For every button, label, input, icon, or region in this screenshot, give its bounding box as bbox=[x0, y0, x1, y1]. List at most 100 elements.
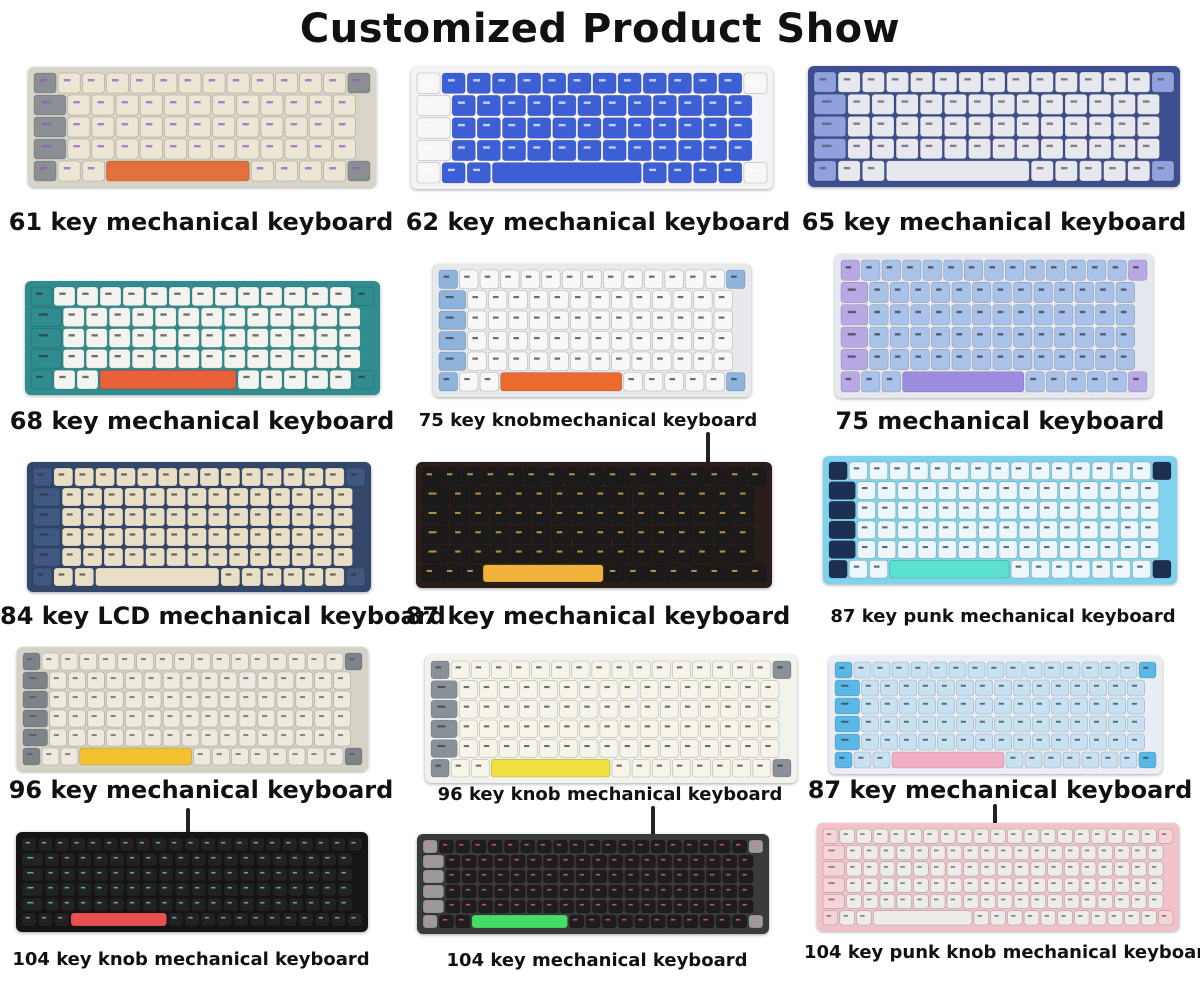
key-legend bbox=[514, 873, 519, 876]
key-legend bbox=[607, 275, 614, 278]
key-legend bbox=[194, 886, 200, 889]
keycap bbox=[541, 269, 561, 289]
keycap bbox=[145, 487, 165, 507]
keycap bbox=[869, 461, 889, 481]
key-legend bbox=[608, 101, 616, 104]
keycap bbox=[672, 331, 692, 351]
keycap bbox=[333, 116, 356, 138]
keycap bbox=[1128, 259, 1148, 281]
keycap bbox=[22, 747, 41, 766]
keycap bbox=[438, 372, 458, 392]
key-legend bbox=[205, 677, 211, 680]
keycap bbox=[445, 854, 461, 869]
keycap bbox=[1007, 910, 1023, 926]
keycap bbox=[552, 486, 572, 505]
keycap bbox=[869, 281, 889, 303]
key-legend bbox=[341, 856, 346, 859]
key-legend bbox=[243, 375, 250, 379]
keycap bbox=[1064, 861, 1080, 877]
keycap bbox=[689, 899, 705, 914]
keycap bbox=[590, 351, 610, 371]
keycap bbox=[625, 467, 645, 486]
keycap bbox=[706, 467, 726, 486]
key-legend bbox=[275, 493, 282, 496]
key-legend bbox=[597, 511, 604, 514]
keycap bbox=[106, 690, 124, 709]
keycap bbox=[62, 307, 85, 327]
keycap bbox=[848, 560, 868, 579]
key-legend bbox=[524, 843, 529, 846]
key-legend bbox=[777, 764, 783, 767]
keycap bbox=[181, 728, 200, 747]
keycap bbox=[740, 719, 760, 739]
keycap bbox=[1107, 828, 1124, 844]
key-legend bbox=[151, 292, 158, 295]
key-legend bbox=[492, 357, 499, 360]
key-legend bbox=[25, 916, 30, 919]
key-legend bbox=[428, 858, 435, 861]
keycap bbox=[1099, 540, 1119, 559]
keycap bbox=[1080, 861, 1097, 877]
keycap bbox=[856, 828, 872, 844]
key-legend bbox=[900, 849, 905, 852]
key-legend bbox=[266, 145, 274, 148]
keycap bbox=[644, 269, 664, 289]
key-legend bbox=[983, 526, 989, 529]
keycap bbox=[738, 869, 754, 884]
keycap bbox=[839, 910, 855, 926]
key-legend bbox=[275, 533, 282, 536]
keycap bbox=[551, 660, 571, 680]
key-legend bbox=[449, 873, 454, 876]
keycap bbox=[706, 564, 726, 583]
key-legend bbox=[1131, 684, 1137, 687]
keycap bbox=[631, 290, 651, 310]
keycap bbox=[552, 95, 577, 117]
key-legend bbox=[91, 355, 98, 358]
keycap bbox=[312, 527, 332, 547]
key-legend bbox=[36, 292, 43, 295]
keycap bbox=[504, 839, 520, 854]
key-legend bbox=[475, 492, 481, 495]
key-legend bbox=[649, 79, 656, 82]
key-legend bbox=[276, 886, 281, 889]
key-legend bbox=[964, 78, 971, 81]
keycap bbox=[1051, 679, 1069, 697]
key-legend bbox=[266, 292, 273, 295]
key-legend bbox=[358, 375, 365, 379]
key-legend bbox=[233, 553, 240, 556]
keycap bbox=[694, 545, 714, 563]
keycap bbox=[975, 715, 993, 733]
key-legend bbox=[1116, 565, 1123, 568]
keycap bbox=[44, 852, 60, 867]
key-legend bbox=[1151, 898, 1157, 901]
keycap bbox=[937, 733, 955, 751]
key-legend bbox=[540, 843, 545, 846]
keycap bbox=[592, 899, 607, 914]
key-legend bbox=[726, 903, 731, 906]
keycap bbox=[822, 844, 845, 860]
keycap bbox=[861, 160, 885, 182]
key-legend bbox=[865, 738, 871, 741]
key-legend bbox=[903, 702, 909, 705]
keycap bbox=[181, 690, 200, 709]
keycap bbox=[703, 117, 728, 139]
keycap bbox=[1040, 910, 1056, 926]
keycap bbox=[422, 914, 438, 929]
key-legend bbox=[286, 916, 291, 919]
key-legend bbox=[536, 550, 542, 553]
key-legend bbox=[547, 873, 552, 876]
key-legend bbox=[129, 553, 136, 556]
key-legend bbox=[335, 841, 340, 844]
key-legend bbox=[1094, 915, 1100, 917]
key-legend bbox=[218, 145, 225, 148]
keycap bbox=[592, 486, 612, 505]
key-legend bbox=[302, 916, 307, 919]
keycap bbox=[478, 699, 498, 719]
product-label-87-key-rgb: 87 key mechanical keyboard bbox=[807, 776, 1193, 804]
key-legend bbox=[654, 843, 659, 846]
keycap bbox=[422, 854, 445, 869]
key-legend bbox=[114, 334, 121, 337]
key-legend bbox=[1070, 122, 1078, 125]
key-legend bbox=[472, 296, 478, 299]
key-legend bbox=[351, 841, 356, 844]
